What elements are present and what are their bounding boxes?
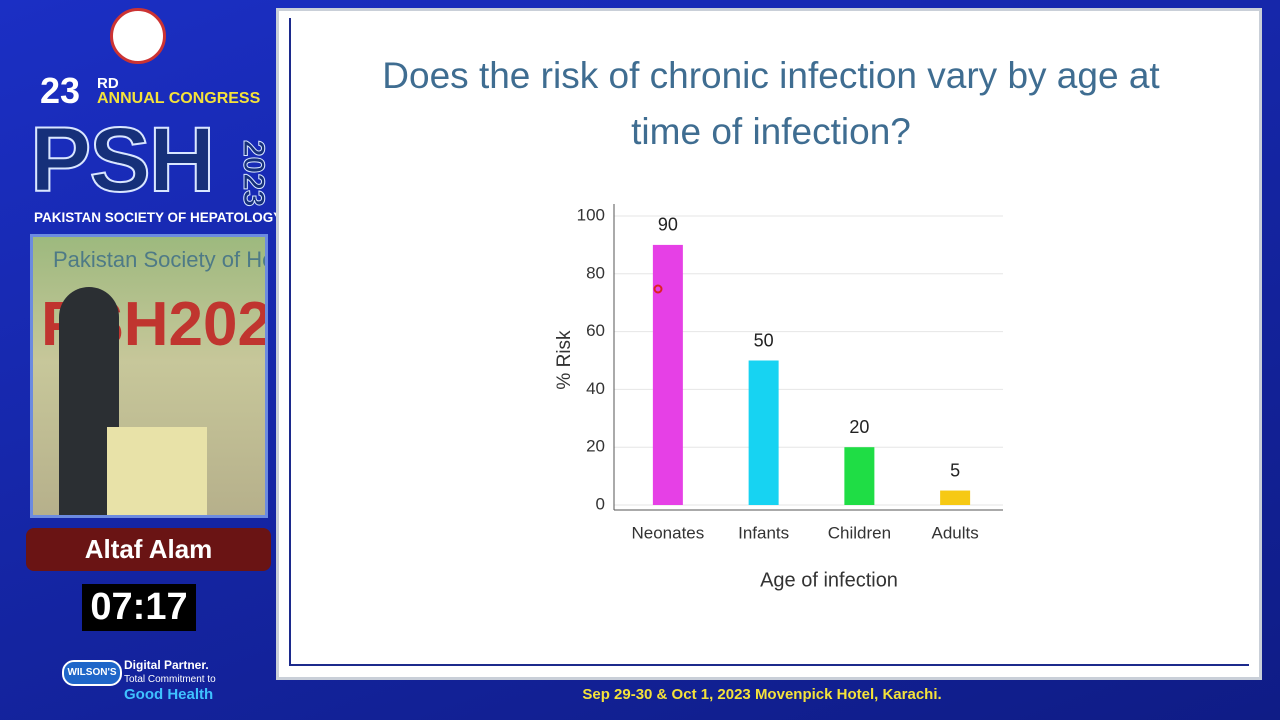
y-tick-label: 20	[586, 437, 605, 456]
backdrop-text: Pakistan Society of Hepatology	[53, 247, 265, 272]
congress-label: ANNUAL CONGRESS	[97, 90, 261, 107]
bar	[940, 490, 971, 505]
slide: Does the risk of chronic infection vary …	[276, 8, 1262, 680]
event-footer: Sep 29-30 & Oct 1, 2023 Movenpick Hotel,…	[582, 686, 942, 703]
psh-logo: PSH	[29, 108, 216, 212]
timer: 07:17	[82, 584, 196, 631]
y-tick-label: 60	[586, 321, 605, 340]
chart-title: Does the risk of chronic infection vary …	[382, 55, 1160, 152]
x-tick-label: Infants	[738, 523, 789, 542]
congress-suffix: RD	[97, 75, 119, 92]
sponsor-slogan: Good Health	[124, 686, 214, 703]
value-label: 5	[950, 460, 960, 480]
bar	[652, 244, 683, 505]
congress-number: 23	[40, 70, 81, 111]
value-label: 90	[658, 215, 678, 235]
y-tick-label: 100	[577, 205, 605, 224]
bar	[844, 447, 875, 505]
y-axis-label: % Risk	[554, 330, 575, 390]
cursor-pointer	[653, 284, 663, 294]
sponsor-tagline: Total Commitment to	[124, 674, 216, 685]
slide-border	[289, 18, 1249, 666]
x-tick-label: Children	[828, 523, 891, 542]
value-label: 50	[754, 330, 774, 350]
y-tick-label: 80	[586, 263, 605, 282]
sponsor-logo: WILSON'S	[62, 660, 122, 686]
y-tick-label: 0	[596, 494, 605, 513]
value-label: 20	[849, 417, 869, 437]
x-tick-label: Adults	[932, 523, 979, 542]
x-axis-label: Age of infection	[760, 569, 898, 591]
podium	[107, 427, 207, 515]
society-name: PAKISTAN SOCIETY OF HEPATOLOGY	[34, 210, 283, 225]
logo-seal	[110, 8, 166, 64]
sponsor-role: Digital Partner.	[124, 658, 209, 672]
bar	[748, 360, 779, 505]
speaker-name: Altaf Alam	[26, 528, 271, 571]
y-tick-label: 40	[586, 379, 605, 398]
x-tick-label: Neonates	[631, 523, 704, 542]
